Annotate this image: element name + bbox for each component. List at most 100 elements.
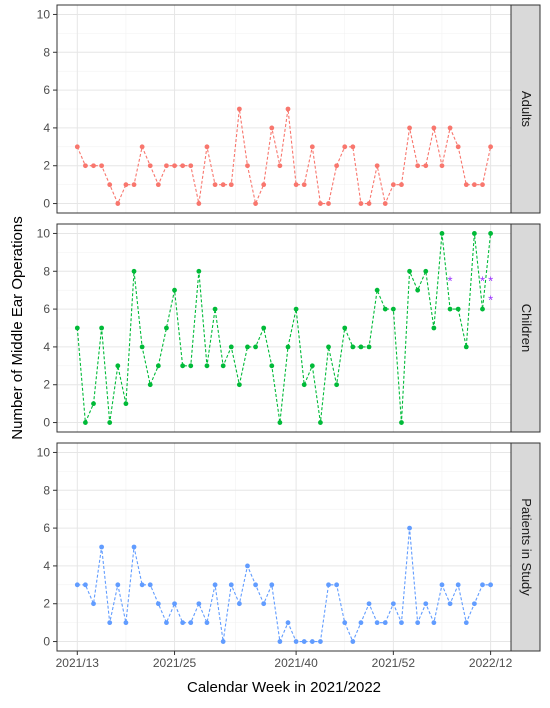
data-point — [374, 620, 380, 626]
data-point — [123, 182, 129, 188]
data-point — [277, 163, 283, 169]
x-tick-label: 2022/12 — [469, 656, 513, 670]
data-point — [334, 382, 340, 388]
data-point — [245, 344, 250, 350]
data-point — [399, 420, 404, 425]
data-point — [423, 268, 429, 274]
y-tick-label: 4 — [43, 340, 50, 354]
data-point — [269, 582, 275, 588]
data-point — [107, 182, 113, 188]
facet-strip — [510, 223, 541, 433]
data-point — [342, 325, 348, 331]
data-point — [439, 163, 445, 169]
data-point — [293, 182, 299, 188]
data-point — [228, 182, 234, 188]
y-tick-label: 10 — [37, 7, 51, 21]
series-line — [76, 233, 492, 423]
data-point — [480, 182, 485, 188]
data-point — [285, 106, 291, 112]
data-point — [204, 363, 210, 369]
data-point — [115, 363, 121, 369]
data-point — [382, 201, 388, 206]
data-point — [220, 363, 226, 369]
data-point — [366, 201, 372, 206]
data-point — [164, 163, 169, 169]
data-point — [447, 601, 453, 607]
data-point — [309, 144, 315, 150]
data-point — [439, 231, 445, 236]
data-point — [99, 163, 105, 169]
data-point — [261, 601, 267, 607]
data-point — [447, 125, 453, 131]
data-point — [285, 620, 291, 626]
data-point — [455, 144, 461, 150]
data-point — [253, 582, 258, 588]
asterisk-marker: * — [488, 293, 493, 308]
data-point — [147, 582, 153, 588]
data-point — [318, 639, 323, 644]
y-tick-label: 8 — [43, 264, 50, 278]
data-point — [471, 231, 477, 236]
data-point — [358, 344, 364, 350]
data-point — [253, 344, 258, 350]
y-tick-label: 2 — [43, 378, 50, 392]
data-point — [342, 144, 348, 150]
data-point — [74, 325, 80, 331]
data-point — [131, 544, 137, 550]
data-point — [228, 344, 234, 350]
data-point — [488, 231, 493, 236]
data-point — [342, 620, 348, 626]
x-tick-label: 2021/40 — [274, 656, 318, 670]
y-tick-label: 6 — [43, 521, 50, 535]
facet-strip-label: Children — [519, 304, 534, 352]
asterisk-marker: * — [480, 274, 485, 289]
data-point — [318, 420, 323, 425]
data-point — [236, 106, 242, 112]
data-point — [188, 363, 194, 369]
data-point — [220, 639, 226, 644]
data-point — [382, 620, 388, 626]
data-point — [212, 182, 218, 188]
x-axis-title: Calendar Week in 2021/2022 — [187, 679, 381, 696]
data-point — [204, 144, 210, 150]
data-point — [83, 582, 88, 588]
data-point — [488, 582, 493, 588]
data-point — [463, 620, 469, 626]
data-point — [123, 401, 129, 407]
data-point — [131, 182, 137, 188]
data-point — [188, 163, 194, 169]
y-tick-label: 10 — [37, 226, 51, 240]
data-point — [390, 601, 396, 607]
data-point — [139, 582, 145, 588]
data-point — [471, 601, 477, 607]
data-point — [180, 363, 186, 369]
facet-strip-label: Adults — [519, 91, 534, 128]
data-point — [83, 163, 88, 169]
data-point — [407, 125, 412, 131]
data-point — [74, 144, 80, 150]
data-point — [220, 182, 226, 188]
data-point — [471, 182, 477, 188]
facet-strip — [510, 442, 541, 652]
y-axis-title: Number of Middle Ear Operations — [9, 216, 26, 439]
data-point — [431, 620, 437, 626]
asterisk-marker: * — [448, 274, 453, 289]
data-point — [261, 325, 267, 331]
y-tick-label: 4 — [43, 559, 50, 573]
data-point — [155, 363, 161, 369]
data-point — [480, 306, 485, 312]
data-point — [415, 287, 421, 293]
data-point — [123, 620, 129, 626]
data-point — [431, 325, 437, 331]
data-point — [366, 344, 372, 350]
data-point — [293, 306, 299, 312]
data-point — [301, 182, 307, 188]
data-point — [415, 163, 421, 169]
data-point — [236, 382, 242, 388]
data-point — [285, 344, 291, 350]
data-point — [196, 268, 202, 274]
data-point — [212, 582, 218, 588]
data-point — [91, 163, 96, 169]
y-tick-label: 0 — [43, 416, 50, 430]
